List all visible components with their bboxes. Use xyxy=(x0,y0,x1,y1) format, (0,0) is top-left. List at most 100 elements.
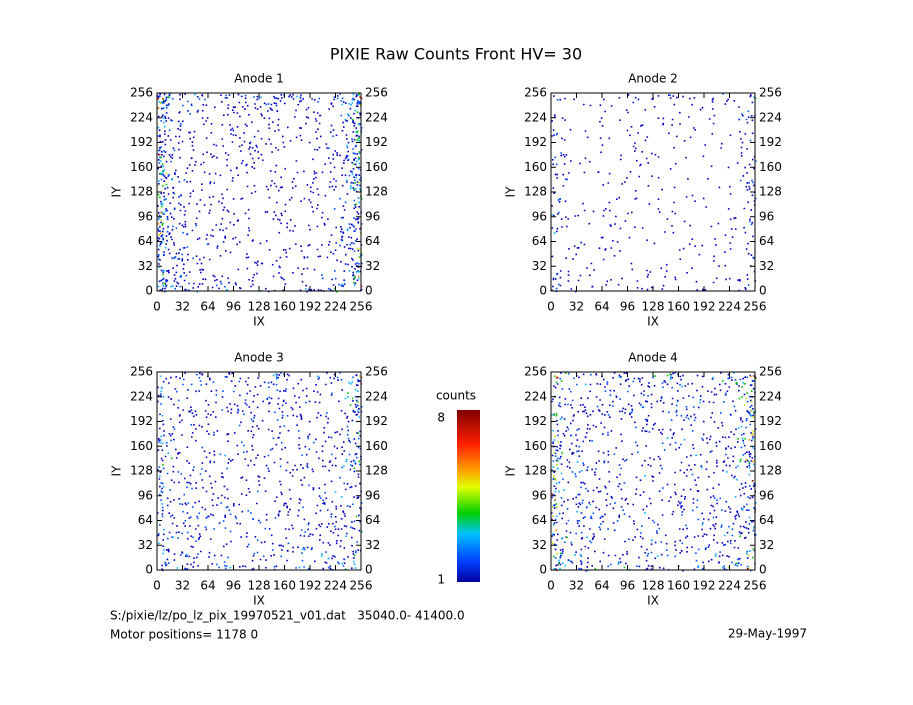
y-tick-label-right: 32 xyxy=(365,259,380,273)
x-tick-label: 64 xyxy=(594,579,609,593)
x-tick-label: 32 xyxy=(569,300,584,314)
x-tick-label: 256 xyxy=(350,579,373,593)
x-axis-label: IX xyxy=(647,315,659,329)
y-tick-label: 64 xyxy=(138,234,153,248)
x-tick-label: 192 xyxy=(693,300,716,314)
y-tick-label: 32 xyxy=(138,259,153,273)
speckle-layer xyxy=(554,93,757,292)
x-tick-label: 64 xyxy=(200,300,215,314)
colorbar-tick-label: 1 xyxy=(437,573,445,587)
y-tick-label: 256 xyxy=(524,86,547,100)
y-tick-label-right: 256 xyxy=(759,86,782,100)
panel-title: Anode 2 xyxy=(628,72,678,86)
y-tick-label-right: 160 xyxy=(759,439,782,453)
x-axis-label: IX xyxy=(253,315,265,329)
y-tick-label: 256 xyxy=(130,365,153,379)
y-tick-label: 0 xyxy=(539,563,547,577)
y-tick-label: 192 xyxy=(524,414,547,428)
speckle-layer xyxy=(157,93,363,293)
y-tick-label: 224 xyxy=(524,389,547,403)
y-tick-label-right: 96 xyxy=(759,488,774,502)
x-tick-label: 64 xyxy=(200,579,215,593)
x-tick-label: 0 xyxy=(153,300,161,314)
y-tick-label-right: 64 xyxy=(759,234,774,248)
y-tick-label-right: 0 xyxy=(759,563,767,577)
y-tick-label-right: 192 xyxy=(365,135,388,149)
x-tick-label: 192 xyxy=(299,300,322,314)
y-tick-label: 32 xyxy=(532,538,547,552)
x-tick-label: 96 xyxy=(226,300,241,314)
x-tick-label: 32 xyxy=(569,579,584,593)
x-tick-label: 192 xyxy=(299,579,322,593)
y-tick-label-right: 64 xyxy=(365,513,380,527)
speckle-layer xyxy=(553,372,757,570)
speckle xyxy=(157,372,363,572)
x-tick-label: 224 xyxy=(718,579,741,593)
x-tick-label: 160 xyxy=(667,579,690,593)
y-axis-label: IY xyxy=(504,465,518,477)
y-tick-label: 0 xyxy=(145,284,153,298)
speckle-layer xyxy=(158,372,363,571)
y-tick-label-right: 0 xyxy=(365,563,373,577)
x-tick-label: 96 xyxy=(620,300,635,314)
y-tick-label: 64 xyxy=(532,513,547,527)
speckle-layer xyxy=(157,93,363,293)
x-tick-label: 128 xyxy=(248,579,271,593)
y-axis-label: IY xyxy=(504,186,518,198)
y-tick-label: 96 xyxy=(138,488,153,502)
y-tick-label: 32 xyxy=(532,259,547,273)
plot-frame xyxy=(550,92,756,292)
speckle xyxy=(157,93,363,293)
y-tick-label-right: 96 xyxy=(365,488,380,502)
date: 29-May-1997 xyxy=(728,627,807,641)
y-tick-label: 0 xyxy=(145,563,153,577)
panel-title: Anode 3 xyxy=(234,351,284,365)
y-tick-label-right: 160 xyxy=(759,160,782,174)
y-tick-label: 224 xyxy=(130,110,153,124)
y-tick-label-right: 224 xyxy=(365,110,388,124)
y-tick-label: 160 xyxy=(130,160,153,174)
x-tick-label: 32 xyxy=(175,300,190,314)
speckle-layer xyxy=(157,372,362,572)
y-tick-label-right: 128 xyxy=(759,185,782,199)
y-tick-label: 64 xyxy=(138,513,153,527)
y-tick-label-right: 224 xyxy=(365,389,388,403)
plot-frame xyxy=(156,92,362,292)
y-tick-label-right: 224 xyxy=(759,110,782,124)
speckle xyxy=(551,372,757,572)
y-tick-label-right: 128 xyxy=(759,464,782,478)
y-tick-label: 160 xyxy=(524,439,547,453)
y-tick-label-right: 96 xyxy=(759,209,774,223)
y-tick-label: 192 xyxy=(130,414,153,428)
y-tick-label: 64 xyxy=(532,234,547,248)
speckle-layer xyxy=(551,94,756,293)
y-tick-label-right: 192 xyxy=(759,414,782,428)
speckle-layer xyxy=(551,375,755,569)
speckle-layer xyxy=(551,372,757,572)
y-tick-label-right: 32 xyxy=(365,538,380,552)
x-axis-label: IX xyxy=(253,594,265,608)
plot-frame xyxy=(156,371,362,571)
y-axis-label: IY xyxy=(110,186,124,198)
y-tick-label: 192 xyxy=(130,135,153,149)
x-tick-label: 160 xyxy=(667,300,690,314)
figure-title: PIXIE Raw Counts Front HV= 30 xyxy=(330,45,582,64)
y-tick-label-right: 128 xyxy=(365,185,388,199)
speckle-layer xyxy=(551,372,757,572)
y-tick-label-right: 32 xyxy=(759,259,774,273)
y-tick-label: 256 xyxy=(524,365,547,379)
panel-title: Anode 1 xyxy=(234,72,284,86)
speckle xyxy=(551,93,757,293)
y-tick-label-right: 64 xyxy=(365,234,380,248)
x-tick-label: 0 xyxy=(547,579,555,593)
panel-title: Anode 4 xyxy=(628,351,678,365)
x-tick-label: 192 xyxy=(693,579,716,593)
y-tick-label-right: 32 xyxy=(759,538,774,552)
y-tick-label-right: 192 xyxy=(759,135,782,149)
colorbar xyxy=(457,410,480,582)
file-info: S:/pixie/lz/po_lz_pix_19970521_v01.dat 3… xyxy=(110,609,465,623)
x-tick-label: 160 xyxy=(273,579,296,593)
x-tick-label: 96 xyxy=(620,579,635,593)
y-tick-label: 192 xyxy=(524,135,547,149)
y-tick-label-right: 0 xyxy=(759,284,767,298)
